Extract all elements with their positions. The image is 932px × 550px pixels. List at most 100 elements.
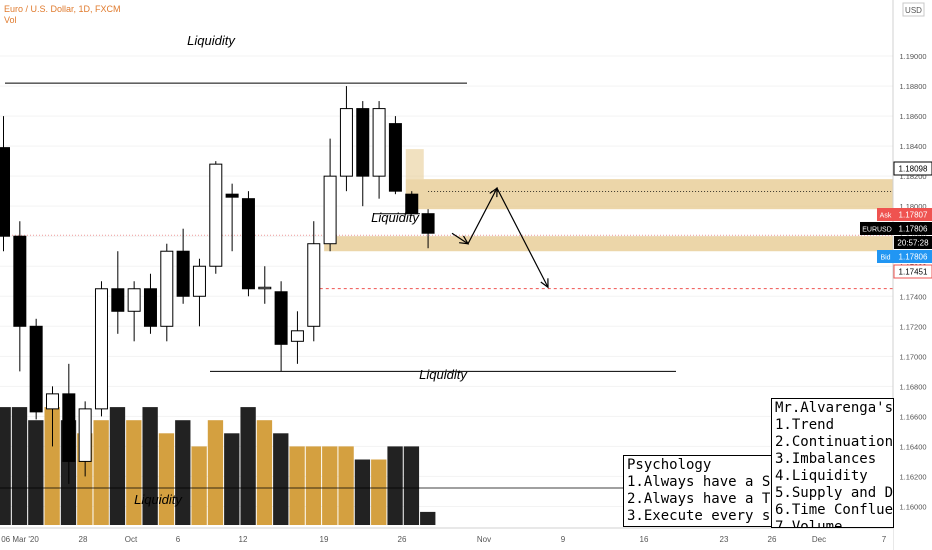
psychology-item-2: 2.Always have a Take Profit [627, 491, 775, 507]
countdown-tag [894, 236, 932, 249]
candle-body-11 [176, 250, 190, 297]
time-tick-0: 06 Mar '20 [1, 535, 39, 544]
projection-arrow-2 [489, 186, 498, 198]
volume-bar-14 [224, 433, 240, 525]
rules-item-1: 1.Trend [775, 417, 835, 433]
price-tick-15: 1.19000 [899, 52, 926, 61]
candle-body-3 [45, 393, 59, 410]
price-tick-5: 1.17000 [899, 352, 926, 361]
time-tick-7: Nov [477, 535, 491, 544]
zone-0 [405, 179, 893, 210]
candle-body-8 [127, 288, 141, 312]
price-tick-0: 1.16000 [899, 502, 926, 511]
psychology-title: Psychology [627, 457, 712, 473]
bid-label-tag [877, 250, 894, 263]
liquidity-label-mid: Liquidity [371, 210, 420, 225]
time-tick-11: 26 [768, 535, 777, 544]
candle-body-6 [94, 288, 108, 410]
rules-item-7: 7.Volume [775, 519, 843, 528]
volume-bar-3 [44, 407, 60, 525]
candle-body-26 [421, 213, 435, 234]
psychology-note[interactable]: Psychology 1.Always have a Stop Loss 2.A… [623, 455, 776, 527]
volume-layer [0, 407, 893, 525]
volume-bar-25 [403, 446, 420, 525]
candle-body-2 [29, 325, 43, 413]
time-axis[interactable]: 06 Mar '20 28 Oct 6 12 19 26 Nov 9 16 23 26 Dec 7 [0, 527, 893, 550]
candle-body-7 [111, 288, 125, 312]
volume-indicator-label: Vol [4, 15, 17, 25]
volume-bar-8 [126, 420, 142, 525]
price-tick-2: 1.16400 [899, 442, 926, 451]
time-tick-10: 23 [720, 535, 729, 544]
time-tick-1: 28 [79, 535, 88, 544]
volume-bar-11 [175, 420, 191, 525]
time-tick-2: Oct [125, 535, 138, 544]
ask-tag [894, 208, 932, 221]
volume-bar-12 [191, 446, 207, 525]
volume-bar-2 [28, 420, 44, 525]
time-tick-5: 19 [320, 535, 329, 544]
symbol-tag [860, 222, 894, 235]
chart-header: Euro / U.S. Dollar, 1D, FXCM Vol [4, 4, 121, 26]
liquidity-label-volume: Liquidity [134, 492, 183, 507]
volume-bar-22 [354, 459, 371, 525]
price-tick-10: 1.18000 [899, 202, 926, 211]
resistance-tag-text: 1.18098 [899, 165, 928, 174]
zone-recent [405, 149, 424, 180]
symbol-tag-text: EURUSD [862, 227, 892, 234]
candle-body-0 [0, 147, 10, 237]
candle-body-12 [192, 265, 206, 297]
candle-body-22 [356, 108, 370, 177]
symbol-line: Euro / U.S. Dollar, 1D, FXCM [4, 4, 121, 14]
candle-body-16 [258, 286, 272, 290]
ask-tag-text: 1.17807 [899, 211, 928, 220]
volume-bar-0 [0, 407, 11, 525]
price-tick-11: 1.18200 [899, 172, 926, 181]
volume-bar-20 [322, 446, 338, 525]
rules-item-5: 5.Supply and Demand [775, 485, 894, 501]
candle-body-13 [209, 163, 223, 267]
time-tick-3: 6 [176, 535, 181, 544]
candle-body-5 [78, 408, 92, 462]
projection-arrow-3 [540, 278, 549, 289]
candle-body-14 [225, 193, 239, 198]
volume-bar-26 [420, 511, 436, 525]
zone-layer [0, 149, 894, 290]
last-price-tag-text: 1.17806 [899, 225, 928, 234]
volume-bar-6 [93, 420, 109, 525]
volume-bar-17 [273, 433, 289, 525]
volume-bar-16 [256, 420, 273, 525]
drawing-layer [5, 82, 676, 372]
rules-item-2: 2.Continuation/Correction [775, 434, 894, 450]
rules-title: Mr.Alvarenga's Rules [775, 400, 894, 416]
currency-label: USD [905, 6, 922, 15]
price-tick-4: 1.16800 [899, 382, 926, 391]
volume-bar-10 [158, 433, 175, 525]
candle-body-24 [388, 123, 402, 192]
time-tick-13: 7 [882, 535, 887, 544]
projection-arrow-1 [459, 235, 470, 245]
candle-body-10 [160, 250, 174, 327]
liquidity-label-bottom: Liquidity [419, 367, 468, 382]
volume-bar-19 [305, 446, 322, 525]
price-tick-14: 1.18800 [899, 82, 926, 91]
rules-note[interactable]: Mr.Alvarenga's Rules 1.Trend 2.Continuat… [771, 398, 894, 528]
price-tags: 1.18098 Ask 1.17807 EURUSD 1.17806 20:57… [860, 161, 932, 279]
support-tag [893, 264, 932, 279]
candle-body-1 [13, 235, 27, 327]
candle-body-9 [143, 288, 157, 327]
grid-layer [0, 55, 893, 507]
ask-label-text: Ask [880, 213, 892, 220]
candle-body-23 [372, 108, 386, 177]
bid-tag [894, 250, 932, 263]
volume-bar-15 [240, 407, 256, 525]
countdown-tag-text: 20:57:28 [897, 239, 929, 248]
time-tick-4: 12 [239, 535, 248, 544]
price-tick-1: 1.16200 [899, 472, 926, 481]
volume-bar-1 [11, 407, 28, 525]
price-tick-3: 1.16600 [899, 412, 926, 421]
candle-body-17 [274, 291, 288, 345]
psychology-item-3: 3.Execute every set up [627, 508, 775, 524]
candle-body-20 [323, 175, 337, 245]
